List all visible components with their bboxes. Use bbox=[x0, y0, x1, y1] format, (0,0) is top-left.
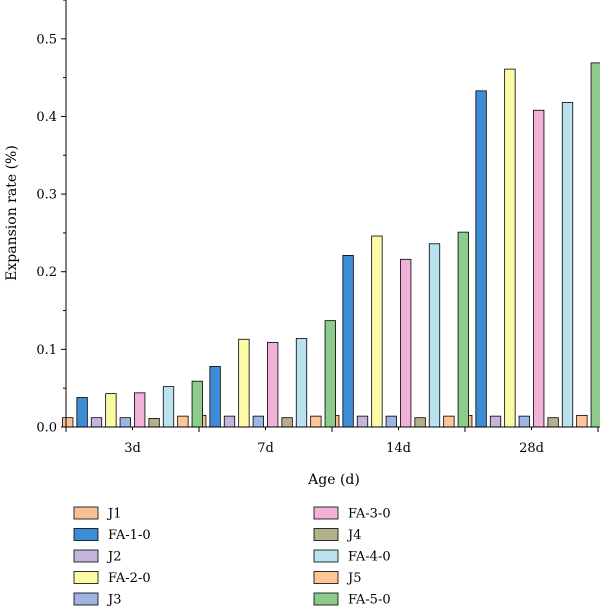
legend-swatch-FA-2-0 bbox=[73, 571, 99, 584]
x-tick-label-28d: 28d bbox=[519, 441, 544, 456]
bar-FA-3-0-7d bbox=[267, 341, 279, 428]
x-tick-label-3d: 3d bbox=[124, 441, 141, 456]
y-tick-label-0.0: 0.0 bbox=[36, 421, 57, 436]
bar-J2-7d bbox=[223, 415, 236, 428]
y-tick-label-0.3: 0.3 bbox=[36, 188, 57, 203]
legend-label-J4: J4 bbox=[346, 528, 361, 543]
bar-FA-5-0-7d bbox=[324, 320, 336, 428]
bar-FA-4-0-28d bbox=[561, 102, 574, 428]
y-tick-label-0.1: 0.1 bbox=[36, 343, 57, 358]
bar-FA-4-0-14d bbox=[428, 243, 441, 428]
bar-FA-5-0-3d bbox=[191, 380, 203, 428]
x-tick-label-7d: 7d bbox=[257, 441, 274, 456]
legend-label-FA-2-0: FA-2-0 bbox=[108, 571, 151, 586]
legend-label-FA-1-0: FA-1-0 bbox=[108, 528, 151, 543]
legend-label-FA-4-0: FA-4-0 bbox=[348, 550, 391, 565]
bar-FA-1-0-3d bbox=[76, 397, 88, 428]
bar-FA-1-0-28d bbox=[475, 90, 487, 428]
bars-group bbox=[62, 62, 600, 428]
y-tick-label-0.2: 0.2 bbox=[36, 265, 57, 280]
bar-FA-3-0-14d bbox=[400, 258, 412, 428]
bar-J4-14d bbox=[414, 417, 426, 428]
bar-J5-28d bbox=[576, 414, 588, 428]
legend-swatch-FA-5-0 bbox=[313, 592, 339, 606]
legend-swatch-FA-1-0 bbox=[73, 528, 99, 541]
legend-swatch-FA-4-0 bbox=[313, 549, 339, 563]
bar-FA-3-0-3d bbox=[134, 392, 146, 428]
legend-label-J2: J2 bbox=[106, 550, 121, 565]
bar-FA-5-0-14d bbox=[457, 231, 469, 428]
bar-J2-3d bbox=[90, 417, 103, 428]
bar-FA-1-0-7d bbox=[209, 366, 221, 428]
bar-J5-14d bbox=[443, 415, 455, 428]
bar-FA-3-0-28d bbox=[533, 109, 545, 428]
bar-J2-14d bbox=[356, 415, 369, 428]
bar-FA-2-0-7d bbox=[238, 338, 250, 428]
legend-swatch-J1 bbox=[73, 506, 99, 520]
legend-swatch-J2 bbox=[73, 549, 99, 563]
y-axis-title: Expansion rate (%) bbox=[4, 145, 20, 281]
bar-J3-14d bbox=[385, 415, 397, 428]
legend-swatch-J4 bbox=[313, 528, 339, 541]
bar-J1-3d bbox=[62, 417, 74, 428]
x-axis-title: Age (d) bbox=[307, 472, 360, 488]
legend-swatch-FA-3-0 bbox=[313, 506, 339, 520]
bar-J3-28d bbox=[518, 415, 530, 428]
bar-J4-28d bbox=[547, 417, 559, 428]
legend-label-J5: J5 bbox=[346, 571, 361, 586]
x-tick-label-14d: 14d bbox=[386, 441, 411, 456]
bar-J5-7d bbox=[310, 415, 322, 428]
bar-J3-7d bbox=[252, 415, 264, 428]
bar-J5-3d bbox=[177, 415, 189, 428]
bar-FA-4-0-7d bbox=[295, 338, 308, 428]
bar-FA-2-0-28d bbox=[504, 68, 516, 428]
bar-FA-2-0-14d bbox=[371, 235, 383, 428]
bar-J3-3d bbox=[119, 417, 131, 428]
bar-J4-3d bbox=[148, 418, 160, 428]
legend: J1 FA-1-0 J2 FA-2-0 J3 FA-3-0 J4 FA-4-0 J5 FA-5-0 bbox=[73, 506, 391, 608]
legend-label-J1: J1 bbox=[106, 507, 121, 522]
y-tick-label-0.5: 0.5 bbox=[36, 32, 57, 47]
bar-FA-5-0-28d bbox=[590, 62, 600, 428]
legend-label-FA-3-0: FA-3-0 bbox=[348, 507, 391, 522]
y-tick-label-0.4: 0.4 bbox=[36, 110, 57, 125]
legend-label-FA-5-0: FA-5-0 bbox=[348, 593, 391, 608]
bar-FA-2-0-3d bbox=[105, 393, 117, 428]
bar-J4-7d bbox=[281, 417, 293, 428]
legend-swatch-J3 bbox=[73, 592, 99, 606]
bar-FA-1-0-14d bbox=[342, 255, 354, 428]
bar-J2-28d bbox=[489, 415, 502, 428]
axes-group: 0.0 0.1 0.2 0.3 0.4 0.5 3d 7d 14d 28d bbox=[36, 0, 599, 456]
legend-swatch-J5 bbox=[313, 571, 339, 584]
bar-FA-4-0-3d bbox=[162, 386, 175, 428]
legend-label-J3: J3 bbox=[106, 593, 121, 608]
